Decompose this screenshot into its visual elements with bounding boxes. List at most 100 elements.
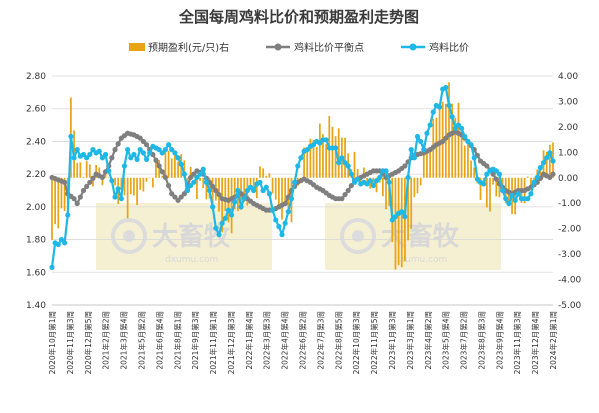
- data-point: [436, 104, 443, 110]
- data-point: [229, 212, 235, 218]
- x-tick-label: 2023年9月第4周: [494, 311, 504, 370]
- data-point: [414, 133, 421, 140]
- profit-bar: [57, 177, 60, 229]
- profit-bar: [183, 160, 186, 178]
- x-tick-label: 2022年11月第5周: [369, 311, 379, 374]
- watermark-text-right: 大畜牧: [381, 221, 460, 252]
- data-point: [424, 130, 430, 136]
- profit-bar: [451, 103, 454, 178]
- data-point: [251, 187, 257, 194]
- x-tick-label: 2023年12月第4周: [530, 311, 540, 374]
- profit-bar: [545, 151, 548, 178]
- y-right-tick-label: -1.00: [558, 199, 582, 209]
- x-tick-label: 2022年7月第3周: [315, 311, 325, 370]
- data-point: [493, 176, 499, 182]
- profit-bar: [92, 177, 94, 187]
- profit-bar: [457, 102, 460, 178]
- profit-bar: [265, 175, 268, 178]
- profit-bar: [107, 177, 110, 179]
- profit-bar: [174, 152, 176, 178]
- data-point: [288, 196, 295, 202]
- profit-bar: [192, 177, 195, 178]
- data-point: [140, 150, 146, 156]
- data-point: [96, 148, 102, 154]
- data-point: [279, 232, 285, 238]
- profit-bar: [136, 177, 138, 205]
- data-point: [399, 209, 405, 215]
- profit-bar: [88, 164, 91, 178]
- data-point: [443, 135, 449, 141]
- profit-bar: [155, 160, 157, 178]
- data-point: [90, 147, 96, 153]
- data-point: [430, 109, 436, 115]
- x-tick-label: 2022年1月第4周: [244, 311, 254, 370]
- y-right-tick-label: 0.00: [558, 174, 578, 184]
- profit-bar: [51, 177, 53, 241]
- data-point: [348, 182, 354, 189]
- profit-bar: [454, 117, 457, 178]
- profit-bar: [375, 177, 378, 193]
- data-point: [537, 165, 543, 171]
- profit-bar: [318, 123, 321, 178]
- data-point: [449, 114, 455, 120]
- profit-bar: [306, 148, 309, 178]
- data-point: [99, 155, 106, 161]
- y-left-tick-label: 2.00: [26, 203, 46, 213]
- data-point: [90, 175, 96, 181]
- profit-bar: [353, 151, 356, 178]
- watermark-logo-center-icon: [123, 230, 135, 242]
- data-point: [276, 223, 282, 230]
- x-tick-label: 2020年11月第3周: [65, 311, 75, 374]
- profit-bar: [211, 177, 214, 211]
- data-point: [206, 187, 213, 194]
- profit-bar: [233, 177, 236, 210]
- y-axis-left: 1.40 1.60 1.80 2.00 2.20 2.40 2.60 2.80: [26, 72, 46, 311]
- data-point: [184, 187, 191, 194]
- y-right-tick-label: -3.00: [558, 250, 582, 260]
- profit-bar: [356, 169, 359, 178]
- data-point: [273, 217, 279, 223]
- data-point: [62, 179, 68, 185]
- profit-bar: [473, 167, 476, 178]
- profit-bar: [385, 177, 387, 210]
- y-left-tick-label: 1.60: [26, 268, 46, 278]
- data-point: [181, 191, 187, 197]
- data-point: [383, 168, 389, 174]
- profit-bar: [126, 177, 129, 219]
- data-point: [71, 196, 77, 202]
- data-point: [512, 197, 518, 203]
- data-point: [125, 147, 131, 153]
- data-point: [499, 187, 506, 194]
- data-point: [165, 142, 172, 148]
- data-point: [191, 179, 197, 185]
- x-tick-label: 2022年4月第4周: [280, 311, 290, 370]
- profit-bar: [142, 177, 145, 192]
- data-point: [222, 215, 228, 221]
- data-point: [509, 192, 515, 199]
- data-point: [443, 84, 449, 91]
- profit-bar: [268, 173, 271, 178]
- x-tick-label: 2022年6月第2周: [298, 311, 308, 370]
- data-point: [411, 155, 417, 161]
- data-point: [345, 187, 351, 194]
- data-point: [87, 179, 93, 185]
- data-point: [484, 171, 490, 177]
- profit-bar: [202, 177, 205, 188]
- profit-bar: [366, 177, 368, 183]
- data-point: [210, 183, 216, 190]
- profit-bar: [76, 163, 79, 178]
- chart-title: 全国每周鸡料比价和预期盈利走势图: [178, 8, 419, 26]
- profit-bar: [325, 144, 327, 178]
- data-point: [203, 179, 209, 185]
- profit-bar: [114, 177, 116, 186]
- profit-bar: [517, 177, 520, 190]
- profit-bar: [221, 177, 224, 233]
- data-point: [131, 151, 137, 158]
- data-point: [197, 171, 203, 177]
- profit-bar: [164, 149, 167, 178]
- data-point: [547, 150, 553, 156]
- data-point: [364, 181, 370, 187]
- data-point: [169, 191, 175, 197]
- data-point: [402, 163, 408, 169]
- data-point: [156, 147, 162, 153]
